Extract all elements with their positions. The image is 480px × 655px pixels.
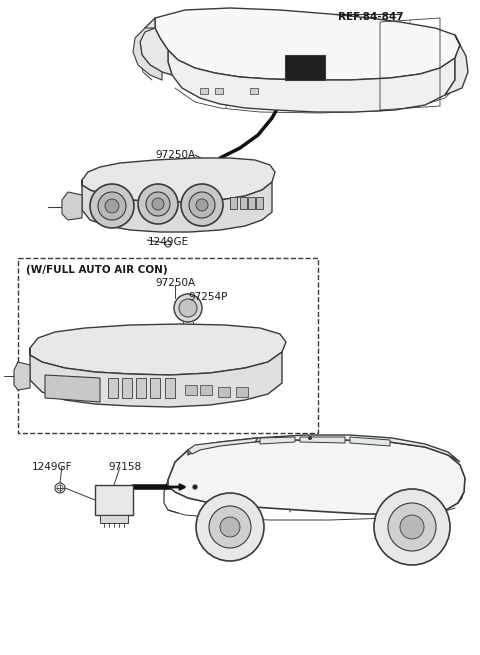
Circle shape	[98, 192, 126, 220]
Polygon shape	[445, 35, 468, 95]
Polygon shape	[165, 378, 175, 398]
Circle shape	[181, 184, 223, 226]
Bar	[256, 197, 263, 209]
Bar	[100, 515, 128, 523]
Polygon shape	[82, 158, 275, 202]
Bar	[240, 197, 247, 209]
Polygon shape	[285, 55, 325, 80]
Polygon shape	[155, 8, 460, 80]
Circle shape	[400, 515, 424, 539]
Circle shape	[138, 184, 178, 224]
Polygon shape	[62, 192, 82, 220]
Bar	[185, 385, 197, 395]
Circle shape	[105, 199, 119, 213]
Polygon shape	[260, 437, 295, 444]
Circle shape	[374, 489, 450, 565]
Circle shape	[209, 506, 251, 548]
Text: 1249GF: 1249GF	[32, 462, 72, 472]
Circle shape	[174, 294, 202, 322]
Circle shape	[388, 503, 436, 551]
Polygon shape	[188, 435, 460, 462]
Polygon shape	[188, 438, 258, 454]
Polygon shape	[108, 378, 118, 398]
Text: REF.84-847: REF.84-847	[338, 12, 404, 22]
Polygon shape	[82, 180, 272, 232]
Bar	[18, 258, 318, 433]
Circle shape	[152, 198, 164, 210]
Circle shape	[220, 517, 240, 537]
Bar	[230, 197, 237, 209]
Bar	[236, 387, 248, 397]
Circle shape	[90, 184, 134, 228]
Polygon shape	[30, 348, 282, 407]
Text: 1249GE: 1249GE	[148, 237, 189, 247]
Text: (W/FULL AUTO AIR CON): (W/FULL AUTO AIR CON)	[26, 265, 168, 275]
Text: 97250A: 97250A	[155, 278, 195, 288]
Circle shape	[196, 493, 264, 561]
Polygon shape	[30, 324, 286, 375]
Bar	[248, 197, 255, 209]
Bar	[218, 387, 230, 397]
Polygon shape	[350, 437, 390, 446]
Circle shape	[146, 192, 170, 216]
Circle shape	[179, 299, 197, 317]
Polygon shape	[150, 378, 160, 398]
Text: 97158: 97158	[108, 462, 141, 472]
Bar	[215, 88, 223, 94]
Polygon shape	[122, 378, 132, 398]
Circle shape	[189, 192, 215, 218]
Polygon shape	[168, 440, 465, 514]
Polygon shape	[140, 18, 172, 75]
Bar	[200, 88, 208, 94]
Text: 97250A: 97250A	[155, 150, 195, 160]
Polygon shape	[168, 50, 455, 112]
Polygon shape	[136, 378, 146, 398]
Circle shape	[196, 199, 208, 211]
Polygon shape	[133, 28, 162, 80]
Circle shape	[193, 485, 197, 489]
Bar	[200, 385, 212, 395]
Bar	[250, 88, 258, 94]
Text: 97254P: 97254P	[188, 292, 228, 302]
Polygon shape	[14, 362, 30, 390]
Bar	[95, 485, 133, 515]
Polygon shape	[300, 437, 345, 443]
Circle shape	[309, 436, 312, 440]
Polygon shape	[45, 375, 100, 402]
